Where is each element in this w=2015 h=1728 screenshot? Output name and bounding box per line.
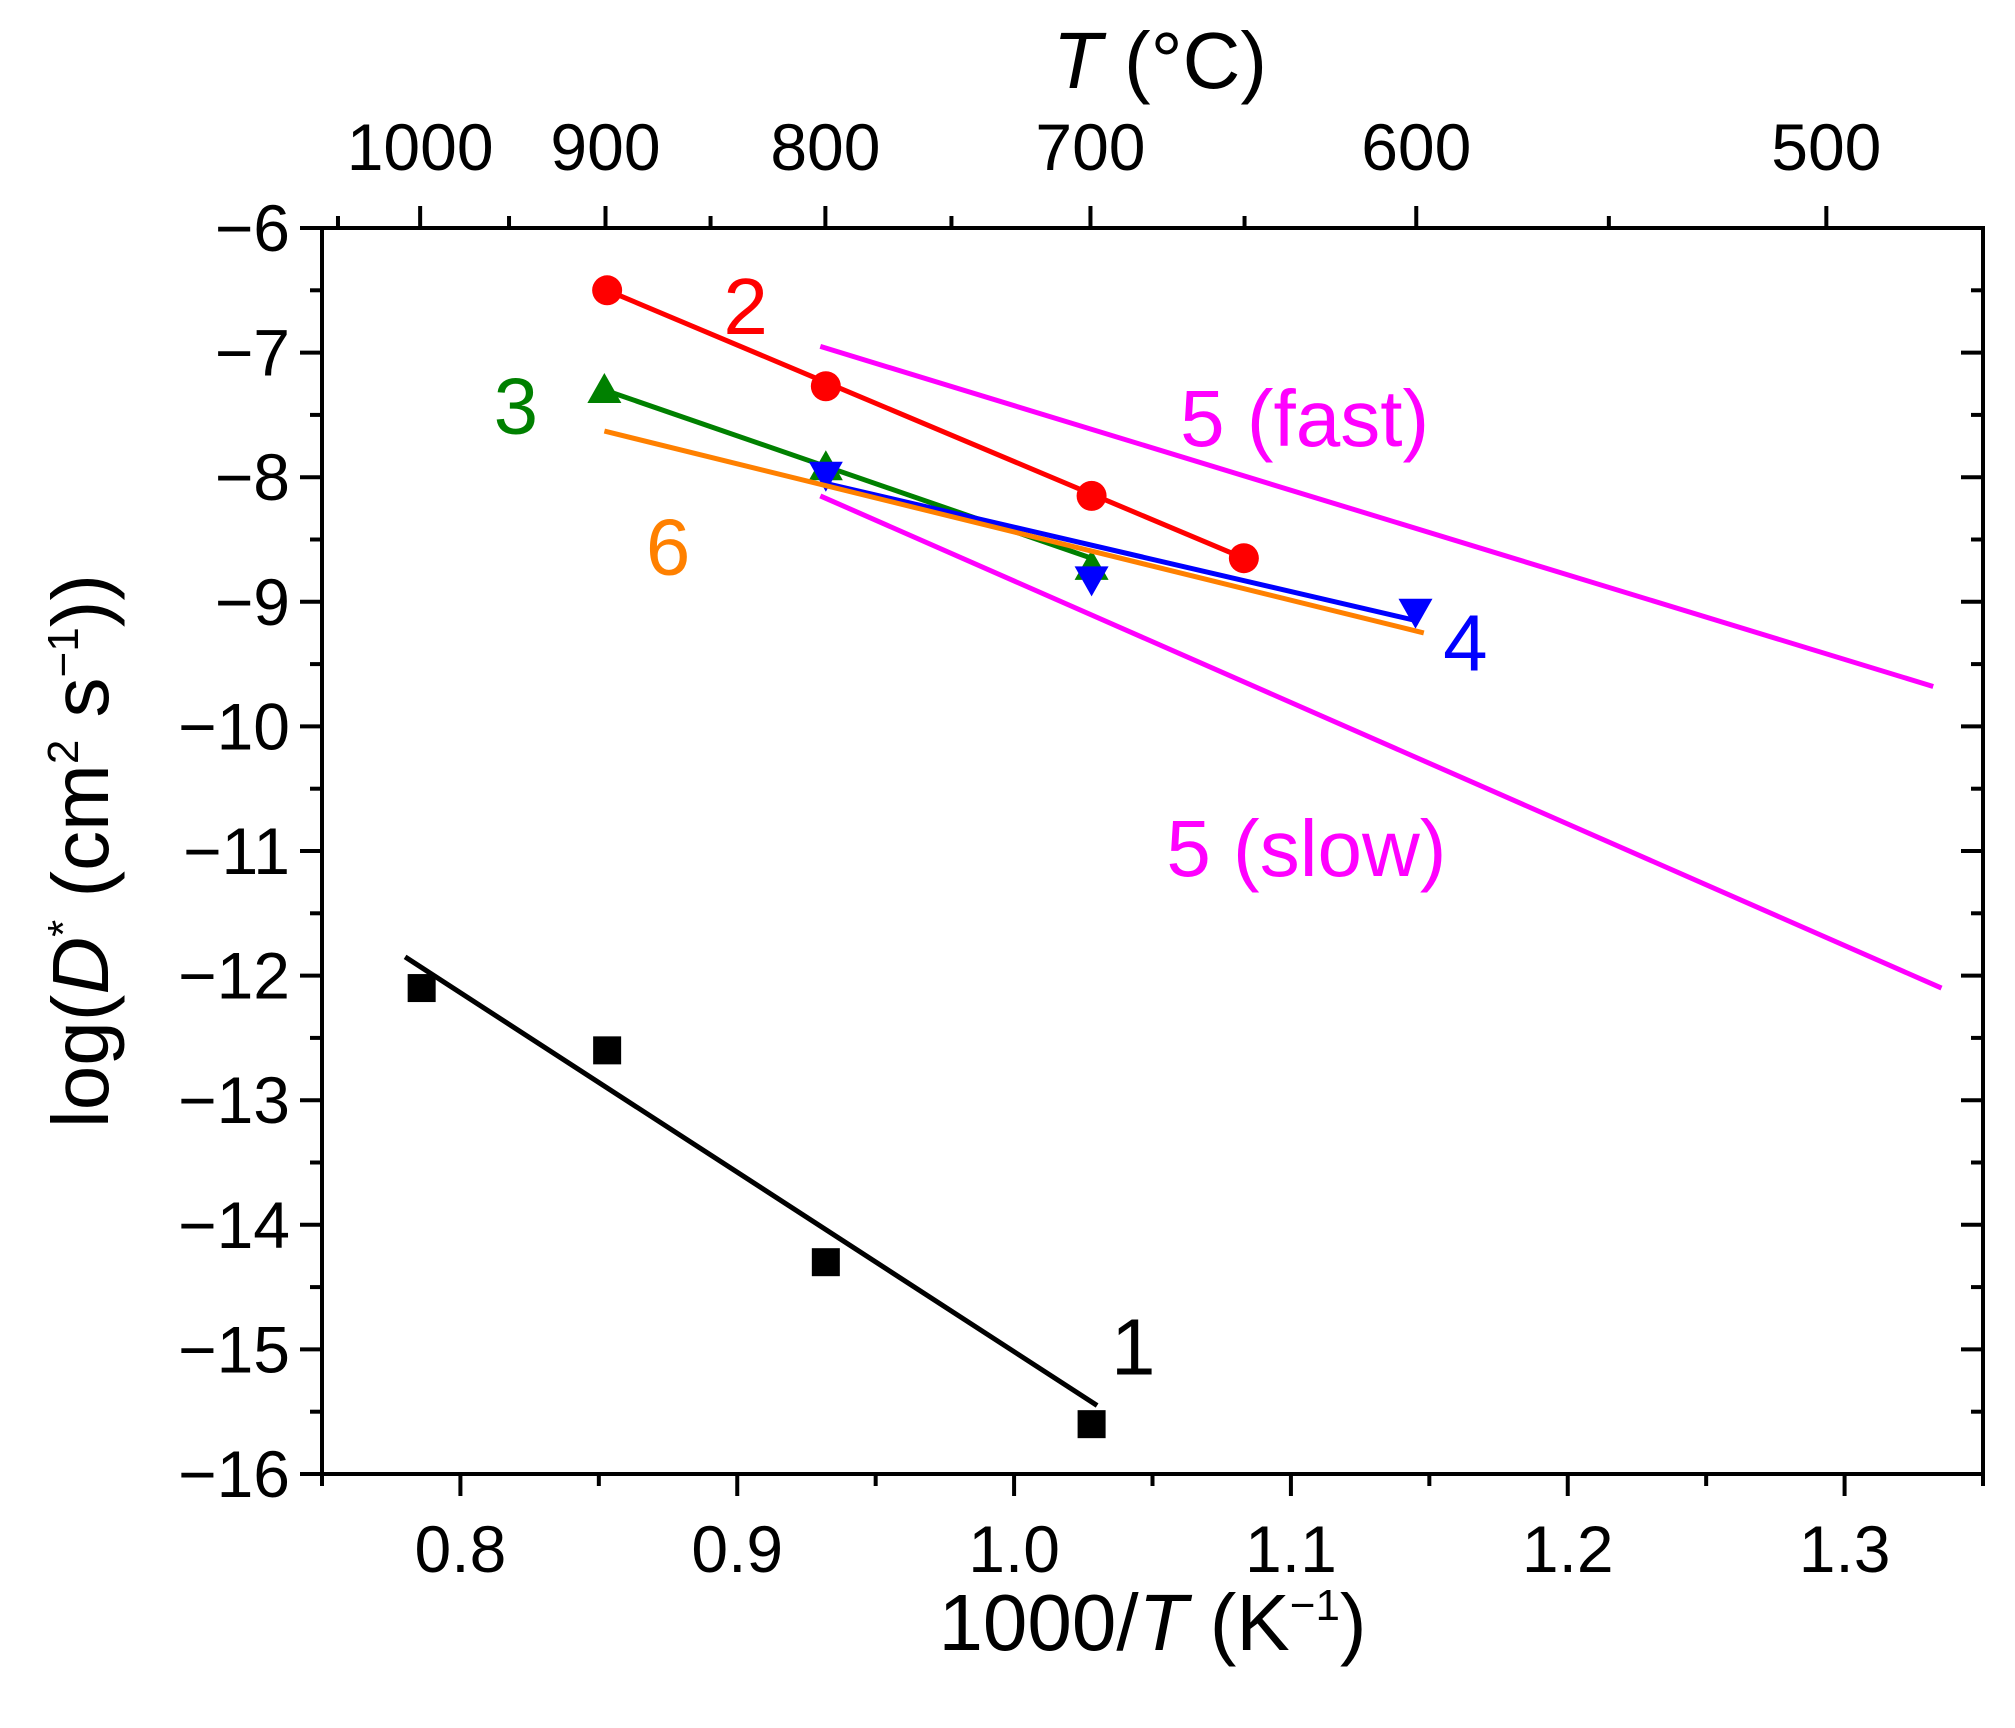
series-1-line <box>403 954 1099 1408</box>
series-5-fast-line <box>819 344 1934 689</box>
top-tick-label: 1000 <box>347 110 494 184</box>
x-tick-label: 1.1 <box>1245 1512 1337 1586</box>
y-tick-label: −12 <box>178 939 290 1013</box>
x-tick-label: 1.3 <box>1799 1512 1891 1586</box>
series-4-point <box>1074 566 1109 597</box>
series-1-point <box>1077 1410 1106 1439</box>
series-5-slow-label: 5 (slow) <box>1166 804 1446 893</box>
series-2-label: 2 <box>723 262 768 351</box>
series-2-point <box>1228 543 1259 574</box>
y-tick-label: −16 <box>178 1437 290 1511</box>
series-4-line <box>825 480 1417 623</box>
y-tick-label: −10 <box>178 689 290 763</box>
y-axis-title: log(D* (cm2 s−1)) <box>36 574 125 1128</box>
series-1-label: 1 <box>1111 1302 1156 1391</box>
series-4-point <box>1398 598 1433 629</box>
top-axis-title: T (°C) <box>1053 16 1267 105</box>
series-4-label: 4 <box>1443 598 1488 687</box>
y-tick-label: −8 <box>215 440 290 514</box>
top-tick-label: 600 <box>1361 110 1471 184</box>
y-tick-label: −15 <box>178 1312 290 1386</box>
x-tick-label: 0.8 <box>415 1512 507 1586</box>
x-tick-label: 1.2 <box>1522 1512 1614 1586</box>
series-6-label: 6 <box>646 502 691 591</box>
series-2-point <box>1076 480 1107 511</box>
y-tick-label: −13 <box>178 1063 290 1137</box>
y-tick-label: −7 <box>215 316 290 390</box>
x-tick-label: 0.9 <box>691 1512 783 1586</box>
top-tick-label: 700 <box>1035 110 1145 184</box>
series-6-line <box>603 428 1425 636</box>
x-tick-label: 1.0 <box>968 1512 1060 1586</box>
y-tick-label: −11 <box>183 814 290 888</box>
series-1-point <box>407 974 436 1003</box>
series-3-point <box>587 372 622 403</box>
top-tick-label: 500 <box>1771 110 1881 184</box>
x-axis-title: 1000/T (K−1) <box>938 1578 1366 1667</box>
top-tick-label: 800 <box>770 110 880 184</box>
series-2-point <box>810 371 841 402</box>
plot-frame <box>320 226 1985 1476</box>
series-5-slow-line <box>819 493 1943 991</box>
series-1-point <box>593 1036 622 1065</box>
top-tick-label: 900 <box>550 110 660 184</box>
y-tick-label: −9 <box>215 565 290 639</box>
series-2-point <box>592 275 623 306</box>
series-5-fast-label: 5 (fast) <box>1180 374 1429 463</box>
series-1-point <box>811 1248 840 1277</box>
y-tick-label: −6 <box>215 191 290 265</box>
series-4-point <box>808 461 843 492</box>
y-tick-label: −14 <box>178 1188 290 1262</box>
series-3-label: 3 <box>494 362 539 451</box>
series-2-line <box>606 287 1245 561</box>
